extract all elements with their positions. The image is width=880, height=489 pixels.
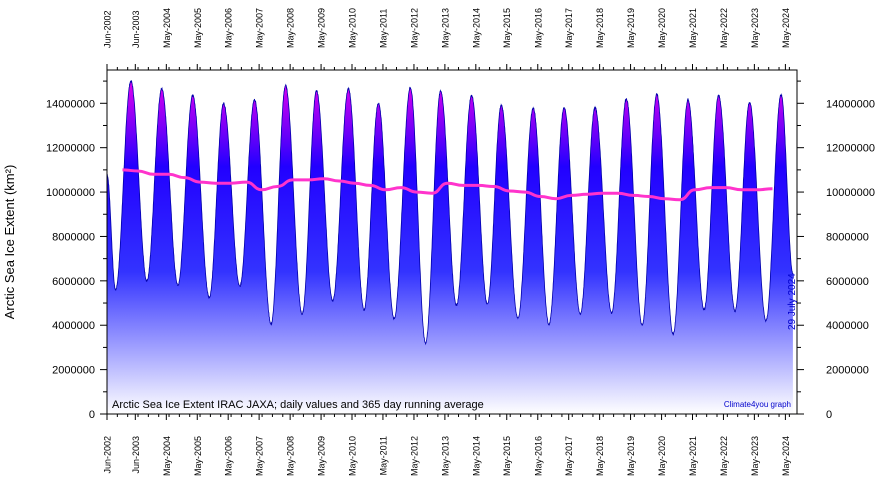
chart-annotation: Arctic Sea Ice Extent IRAC JAXA; daily v… [112,399,484,411]
y-tick-label-left: 8000000 [52,231,95,243]
x-tick-label-bottom: May-2016 [533,436,543,476]
x-tick-label-bottom: May-2015 [502,436,512,476]
y-tick-label-left: 2000000 [52,365,95,377]
y-tick-label-left: 0 [89,409,95,421]
y-tick-label-right: 10000000 [826,187,875,199]
x-tick-label-top: May-2019 [626,8,636,48]
credit-label: Climate4you graph [724,400,791,409]
x-tick-label-top: May-2007 [255,8,265,48]
x-tick-label-bottom: May-2014 [471,436,481,476]
daily-extent-line [107,80,794,346]
x-tick-label-bottom: May-2007 [255,436,265,476]
x-tick-label-bottom: Jun-2003 [131,436,141,474]
x-tick-label-bottom: May-2018 [595,436,605,476]
x-tick-label-top: May-2022 [719,8,729,48]
y-tick-label-left: 10000000 [46,187,95,199]
plot-frame [106,69,798,415]
y-tick-label-right: 8000000 [826,231,869,243]
x-tick-label-top: May-2012 [409,8,419,48]
x-tick-label-top: May-2016 [533,8,543,48]
x-tick-label-top: May-2018 [595,8,605,48]
x-tick-label-bottom: May-2004 [162,436,172,476]
x-tick-label-bottom: May-2008 [286,436,296,476]
x-tick-label-bottom: May-2017 [564,436,574,476]
x-tick-label-bottom: May-2012 [409,436,419,476]
x-tick-label-top: Jun-2002 [103,10,113,48]
x-tick-label-top: May-2017 [564,8,574,48]
x-tick-label-top: May-2013 [440,8,450,48]
y-tick-label-right: 6000000 [826,276,869,288]
x-tick-label-bottom: May-2019 [626,436,636,476]
x-tick-label-bottom: May-2021 [688,436,698,476]
x-tick-label-top: May-2008 [286,8,296,48]
x-tick-label-top: May-2010 [348,8,358,48]
daily-extent-area [107,80,793,414]
x-tick-label-bottom: May-2022 [719,436,729,476]
y-tick-label-right: 12000000 [826,143,875,155]
x-tick-label-bottom: May-2024 [781,436,791,476]
y-tick-label-right: 14000000 [826,98,875,110]
y-tick-label-left: 6000000 [52,276,95,288]
x-tick-label-bottom: May-2005 [193,436,203,476]
y-tick-label-left: 12000000 [46,143,95,155]
x-tick-label-bottom: Jun-2002 [103,436,113,474]
y-tick-label-left: 14000000 [46,98,95,110]
x-tick-label-bottom: May-2013 [440,436,450,476]
y-tick-label-right: 0 [826,409,832,421]
x-tick-label-top: May-2020 [657,8,667,48]
date-label: 29 July 2024 [787,273,798,330]
x-tick-label-bottom: May-2010 [348,436,358,476]
x-tick-label-top: May-2014 [471,8,481,48]
y-tick-label-right: 2000000 [826,365,869,377]
y-tick-label-left: 4000000 [52,320,95,332]
x-tick-label-top: May-2015 [502,8,512,48]
x-tick-label-bottom: May-2023 [750,436,760,476]
y-tick-label-right: 4000000 [826,320,869,332]
y-axis-label: Arctic Sea Ice Extent (km²) [2,165,17,320]
x-tick-label-bottom: May-2020 [657,436,667,476]
x-tick-label-top: May-2023 [750,8,760,48]
x-tick-label-bottom: May-2011 [378,436,388,475]
x-tick-label-top: May-2004 [162,8,172,48]
x-tick-label-top: May-2011 [378,9,388,48]
x-tick-label-top: May-2006 [224,8,234,48]
x-tick-label-top: May-2005 [193,8,203,48]
running-mean-line [122,168,773,202]
x-tick-label-top: May-2024 [781,8,791,48]
x-tick-label-top: May-2009 [317,8,327,48]
x-tick-label-bottom: May-2006 [224,436,234,476]
x-tick-label-bottom: May-2009 [317,436,327,476]
x-tick-label-top: Jun-2003 [131,10,141,48]
x-tick-label-top: May-2021 [688,8,698,48]
